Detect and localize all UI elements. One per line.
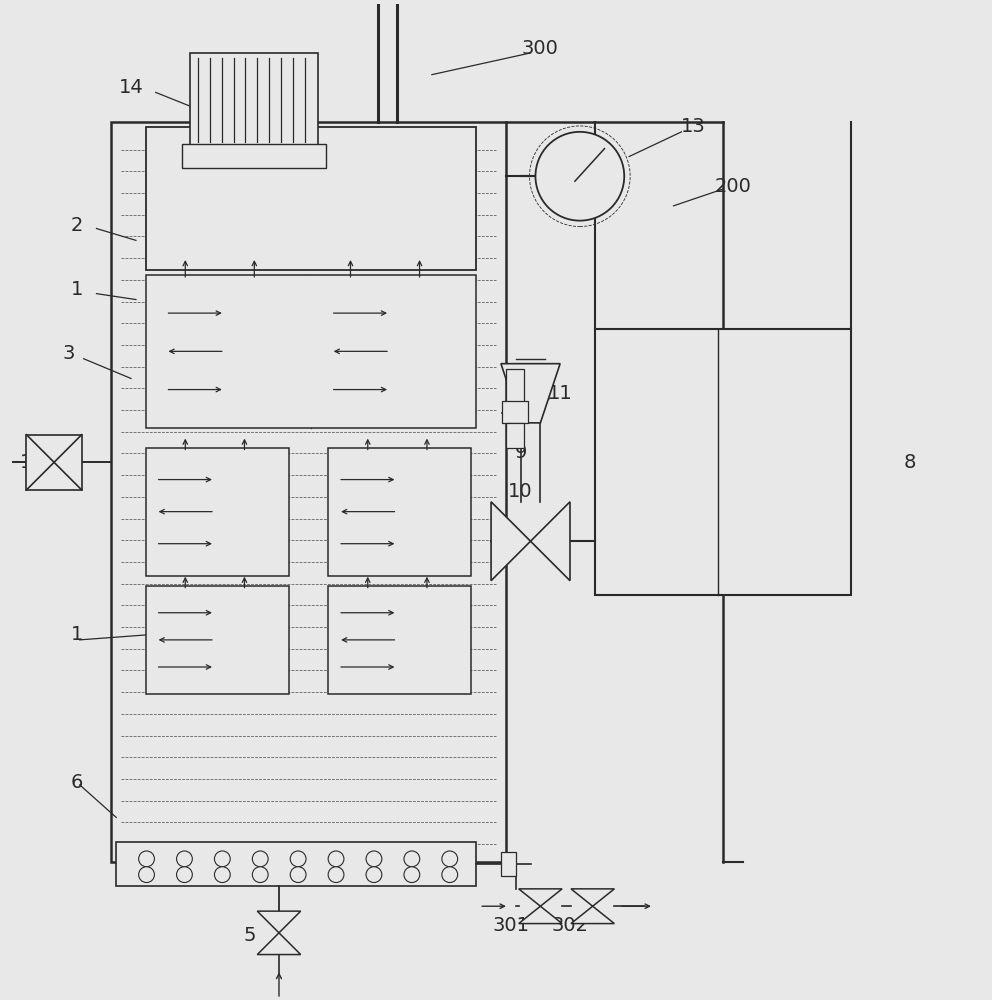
- Circle shape: [328, 867, 344, 883]
- Circle shape: [366, 851, 382, 867]
- Bar: [146, 275, 476, 428]
- Text: 8: 8: [904, 453, 917, 472]
- Circle shape: [139, 867, 155, 883]
- Polygon shape: [491, 502, 531, 581]
- Circle shape: [291, 851, 306, 867]
- Circle shape: [177, 851, 192, 867]
- Polygon shape: [571, 889, 614, 906]
- Circle shape: [441, 867, 457, 883]
- Polygon shape: [257, 933, 301, 955]
- Circle shape: [214, 867, 230, 883]
- Circle shape: [328, 851, 344, 867]
- Text: 300: 300: [522, 39, 558, 58]
- Circle shape: [404, 867, 420, 883]
- Bar: [501, 852, 516, 876]
- Text: 13: 13: [681, 117, 705, 136]
- Text: 11: 11: [548, 384, 572, 403]
- Text: 200: 200: [714, 177, 751, 196]
- Circle shape: [441, 851, 457, 867]
- Polygon shape: [257, 911, 301, 933]
- Bar: [190, 53, 318, 147]
- Bar: [146, 586, 289, 694]
- Text: 1: 1: [70, 280, 83, 299]
- Text: 6: 6: [70, 773, 83, 792]
- Bar: [146, 448, 289, 576]
- Text: 14: 14: [119, 78, 144, 97]
- Circle shape: [366, 867, 382, 883]
- Bar: [116, 842, 476, 886]
- Bar: [111, 122, 506, 862]
- Circle shape: [252, 867, 268, 883]
- Bar: [183, 144, 326, 168]
- Text: 5: 5: [243, 926, 256, 945]
- Polygon shape: [519, 906, 562, 924]
- Circle shape: [536, 132, 624, 221]
- Bar: [506, 369, 524, 403]
- Circle shape: [252, 851, 268, 867]
- Circle shape: [291, 867, 306, 883]
- Text: 9: 9: [515, 443, 527, 462]
- Bar: [27, 435, 81, 490]
- Text: 10: 10: [508, 482, 533, 501]
- Bar: [328, 448, 471, 576]
- Text: 2: 2: [70, 216, 83, 235]
- Circle shape: [214, 851, 230, 867]
- Polygon shape: [531, 502, 570, 581]
- Text: 1: 1: [70, 625, 83, 644]
- Polygon shape: [519, 889, 562, 906]
- Text: 301: 301: [492, 916, 530, 935]
- Bar: [506, 423, 524, 448]
- Circle shape: [139, 851, 155, 867]
- Polygon shape: [501, 364, 560, 423]
- Bar: [146, 127, 476, 270]
- Circle shape: [177, 867, 192, 883]
- Text: 12: 12: [20, 453, 45, 472]
- Polygon shape: [571, 906, 614, 924]
- Text: 3: 3: [62, 344, 75, 363]
- Circle shape: [404, 851, 420, 867]
- Bar: [328, 586, 471, 694]
- Bar: [594, 329, 851, 595]
- Bar: [502, 401, 528, 423]
- Text: 302: 302: [552, 916, 588, 935]
